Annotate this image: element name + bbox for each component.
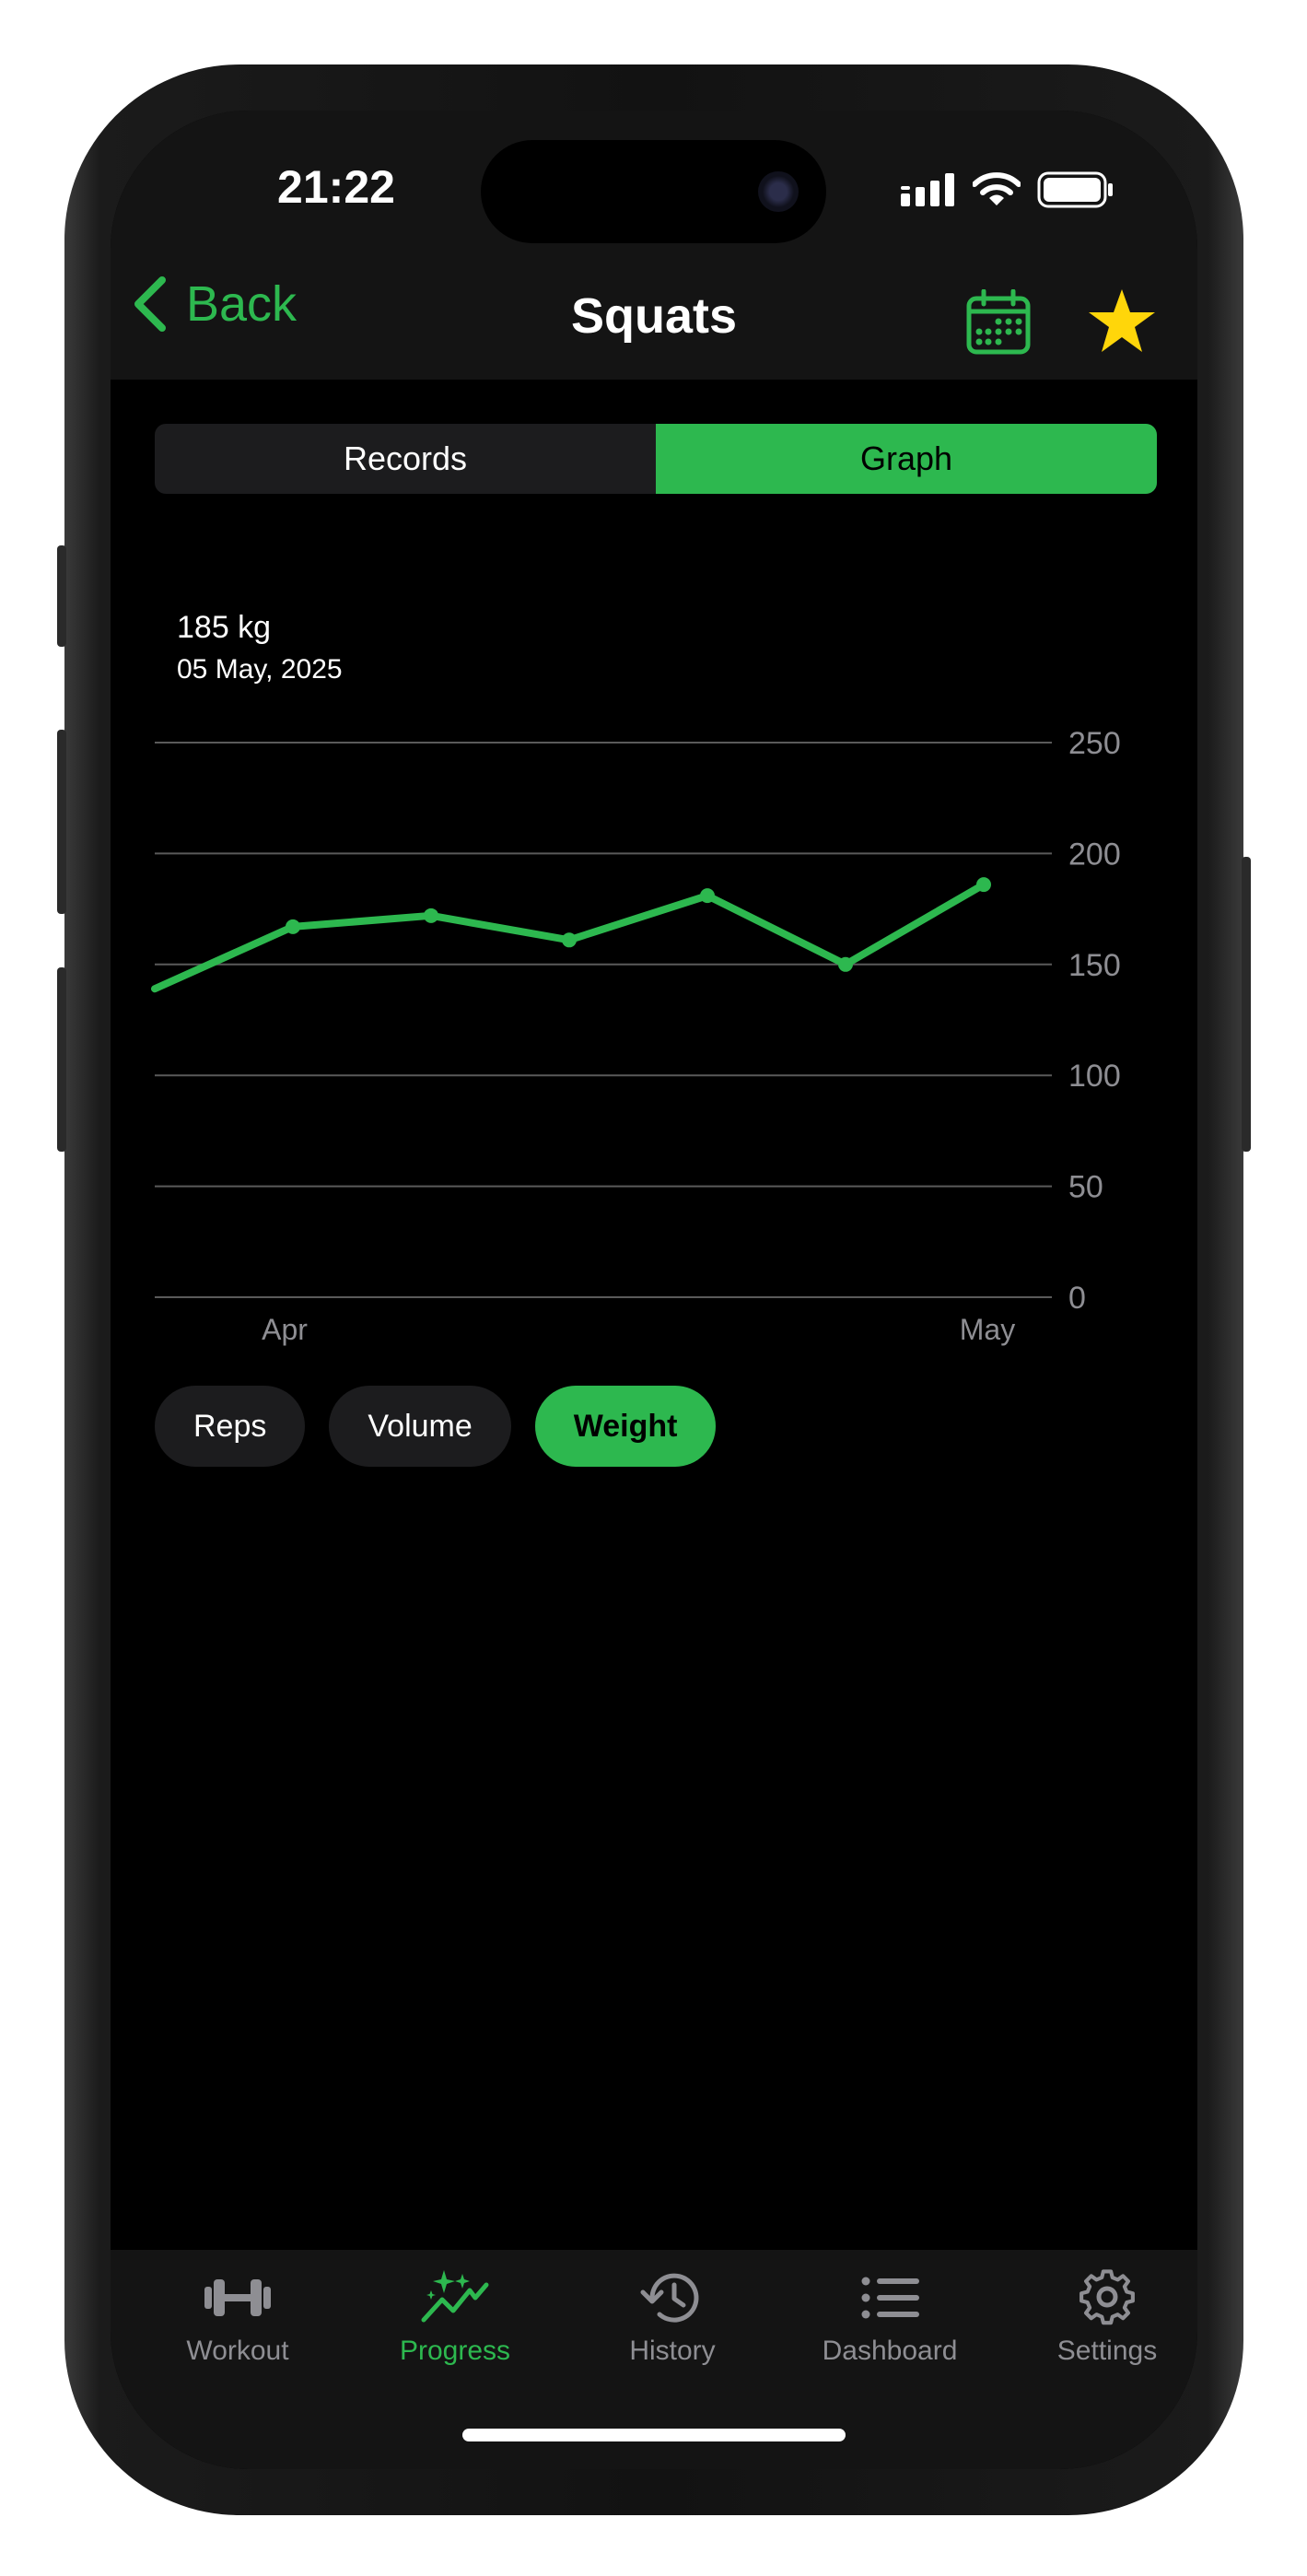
calendar-button[interactable]	[965, 288, 1032, 360]
selected-value: 185 kg	[177, 610, 272, 645]
dumbbell-icon	[204, 2279, 271, 2316]
view-segmented-control: Records Graph	[155, 424, 1157, 494]
x-tick-label: Apr	[262, 1313, 308, 1346]
y-tick-label: 150	[1068, 948, 1121, 983]
tab-workout-label: Workout	[186, 2336, 289, 2366]
metric-pills: Reps Volume Weight	[155, 1386, 717, 1467]
side-button-action	[57, 545, 66, 647]
list-icon	[861, 2277, 919, 2319]
star-icon	[1089, 289, 1155, 352]
tab-settings[interactable]: Settings	[1015, 2268, 1197, 2367]
data-point	[838, 956, 853, 972]
y-tick-label: 200	[1068, 837, 1121, 872]
status-icons	[901, 171, 1114, 208]
data-point	[286, 919, 300, 934]
tab-workout[interactable]: Workout	[146, 2268, 330, 2367]
tab-settings-label: Settings	[1056, 2336, 1158, 2366]
y-tick-label: 100	[1068, 1059, 1121, 1094]
data-point	[700, 888, 715, 904]
pill-weight[interactable]: Weight	[534, 1386, 717, 1467]
x-tick-label: May	[960, 1313, 1015, 1346]
gear-icon	[1079, 2269, 1135, 2325]
y-tick-label: 0	[1068, 1281, 1086, 1316]
tab-bar: Workout Progress History	[111, 2250, 1197, 2469]
tab-dashboard[interactable]: Dashboard	[798, 2268, 982, 2367]
back-button[interactable]: Back	[131, 275, 297, 334]
back-label: Back	[186, 276, 298, 332]
favorite-button[interactable]	[1087, 287, 1157, 358]
selected-date: 05 May, 2025	[177, 654, 343, 685]
chevron-left-icon	[134, 276, 166, 332]
side-button-volume-down	[57, 967, 66, 1152]
side-button-volume-up	[57, 730, 66, 914]
calendar-icon	[966, 288, 1031, 355]
pill-reps[interactable]: Reps	[155, 1386, 306, 1467]
data-point	[976, 877, 991, 893]
side-button-power	[1242, 857, 1251, 1152]
camera-icon	[758, 171, 799, 212]
wifi-icon	[973, 172, 1021, 205]
segment-records[interactable]: Records	[343, 439, 468, 477]
pill-volume[interactable]: Volume	[329, 1386, 511, 1467]
status-time: 21:22	[277, 161, 395, 213]
sparkle-chart-icon	[421, 2270, 489, 2323]
data-point	[562, 932, 577, 948]
tab-progress-label: Progress	[399, 2336, 511, 2366]
progress-chart[interactable]: 0 50 100 150 200 250 Apr May	[111, 111, 1197, 1364]
data-point	[424, 907, 438, 923]
battery-icon	[1037, 171, 1113, 208]
cellular-signal-icon	[901, 173, 954, 206]
segment-graph[interactable]: Graph	[656, 424, 1157, 494]
tab-progress[interactable]: Progress	[363, 2268, 547, 2367]
top-bar: 21:22 Bac	[111, 111, 1197, 380]
dynamic-island	[481, 140, 826, 243]
home-indicator	[462, 2429, 846, 2441]
history-clock-icon	[640, 2273, 699, 2323]
tab-history[interactable]: History	[580, 2268, 764, 2367]
page-title: Squats	[570, 288, 738, 344]
y-tick-label: 50	[1068, 1170, 1103, 1205]
app-screen: 21:22 Bac	[111, 111, 1197, 2469]
y-tick-label: 250	[1068, 726, 1121, 761]
tab-history-label: History	[629, 2336, 716, 2366]
tab-dashboard-label: Dashboard	[822, 2336, 958, 2366]
